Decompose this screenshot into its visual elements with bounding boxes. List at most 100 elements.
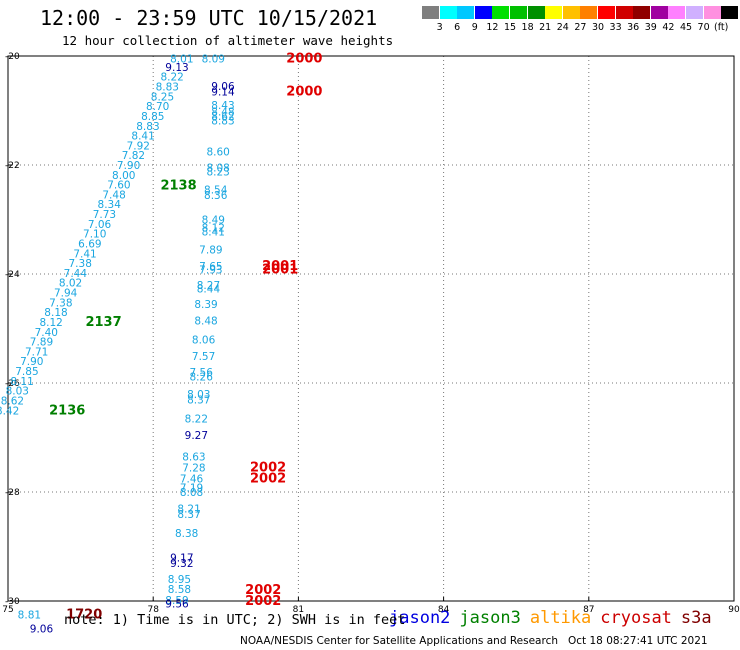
data-point-label: 8.09 [202, 54, 225, 66]
satellite-legend: jason2 jason3 altika cryosat s3a [389, 608, 721, 628]
data-point-label: 8.95 [168, 574, 191, 586]
data-point-label: 8.34 [98, 199, 122, 211]
data-point-label: 8.37 [177, 509, 200, 521]
chart-subtitle: 12 hour collection of altimeter wave hei… [62, 33, 394, 48]
colorbar-label: 39 [644, 22, 657, 33]
colorbar-label: 24 [556, 22, 569, 33]
data-point-label: 8.58 [168, 584, 191, 596]
colorbar-swatch [439, 6, 457, 19]
data-point-label: 8.44 [197, 284, 221, 296]
data-point-label: 8.22 [185, 413, 208, 425]
y-tick-label: -30 [5, 597, 20, 607]
data-point-label: 8.83 [156, 82, 179, 94]
legend-entry: jason3 [459, 608, 521, 628]
colorbar-label: 15 [503, 22, 517, 33]
colorbar-label: 27 [574, 22, 587, 33]
colorbar-label: 33 [609, 22, 622, 33]
data-point-label: 8.37 [187, 394, 210, 406]
data-point-label: 8.03 [187, 389, 210, 401]
colorbar-swatch [510, 6, 527, 19]
colorbar-swatch [492, 6, 510, 19]
legend-entry: cryosat [600, 608, 672, 628]
data-point-label: 7.90 [20, 356, 43, 368]
colorbar-swatch [703, 6, 721, 19]
colorbar-swatch [633, 6, 651, 19]
data-point-label: 2001 [262, 263, 298, 278]
y-tick-label: -24 [5, 270, 20, 280]
data-point-label: 9.13 [165, 62, 188, 74]
data-point-label: 2002 [250, 460, 286, 475]
y-tick-label: -22 [5, 161, 20, 171]
plot-frame [7, 55, 735, 602]
colorbar-swatch [422, 6, 439, 19]
data-point-label: 8.83 [136, 121, 159, 133]
data-point-label: 8.26 [190, 371, 214, 383]
data-point-label: 7.56 [190, 367, 214, 379]
data-point-label: 7.85 [15, 366, 38, 378]
data-point-label: 7.89 [30, 337, 53, 349]
data-point-label: 8.48 [194, 315, 217, 327]
data-point-label: 7.38 [49, 297, 72, 309]
data-point-label: 7.57 [192, 351, 215, 363]
data-point-label: 8.43 [211, 100, 234, 112]
data-point-label: 7.38 [69, 258, 92, 270]
data-point-label: 7.82 [122, 150, 145, 162]
y-tick-label: -20 [5, 52, 20, 62]
y-tick-label: -28 [5, 488, 20, 498]
data-point-label: 7.19 [180, 483, 203, 495]
credit-text: NOAA/NESDIS Center for Satellite Applica… [240, 635, 708, 647]
colorbar-label: (ft) [714, 22, 729, 33]
data-point-label: 2002 [245, 594, 281, 609]
data-point-label: 6.69 [78, 238, 101, 250]
x-tick-label: 90 [728, 605, 740, 615]
data-point-label: 9.14 [211, 86, 235, 98]
data-point-label: 7.92 [127, 140, 150, 152]
note-text: note: 1) Time is in UTC; 2) SWH is in fe… [64, 612, 406, 628]
x-tick-label: 75 [2, 605, 13, 615]
data-point-label: 8.63 [182, 452, 205, 464]
colorbar-label: 18 [521, 22, 534, 33]
data-point-label: 7.44 [64, 268, 88, 280]
data-point-label: 8.12 [202, 223, 225, 235]
data-point-label: 7.65 [199, 261, 222, 273]
data-point-label: 8.85 [141, 111, 164, 123]
data-point-label: 9.27 [185, 430, 208, 442]
data-point-label: 2002 [250, 471, 286, 486]
colorbar-swatch [527, 6, 545, 19]
data-point-label: 8.39 [194, 299, 217, 311]
data-point-label: 8.41 [131, 131, 154, 143]
data-point-label: 8.59 [165, 595, 188, 607]
colorbar-label: 70 [697, 22, 710, 33]
colorbar-swatch [668, 6, 686, 19]
colorbar-swatch [474, 6, 492, 19]
data-point-label: 7.60 [107, 180, 130, 192]
data-point-label: 8.62 [211, 111, 234, 123]
data-point-label: 7.73 [93, 209, 116, 221]
data-point-label: 8.11 [10, 376, 33, 388]
data-point-label: 8.02 [59, 278, 82, 290]
data-point-label: 8.62 [1, 395, 24, 407]
data-point-label: 2000 [286, 84, 322, 99]
data-point-label: 8.60 [206, 146, 229, 158]
legend-entry: s3a [680, 608, 712, 628]
data-point-label: 7.94 [54, 288, 78, 300]
data-point-label: 7.71 [25, 346, 48, 358]
data-point-label: 2001 [262, 259, 298, 274]
data-point-label: 8.00 [112, 170, 135, 182]
data-point-label: 8.54 [204, 185, 228, 197]
y-tick-label: -26 [5, 379, 20, 389]
colorbar-label: 30 [591, 22, 605, 33]
legend-entry: altika [529, 608, 592, 628]
data-point-label: 7.10 [83, 229, 106, 241]
data-point-label: 2002 [245, 583, 281, 598]
data-point-label: 8.12 [39, 317, 62, 329]
colorbar-label: 42 [662, 22, 675, 33]
data-point-label: 7.46 [180, 473, 204, 485]
data-point-label: 8.08 [206, 163, 229, 175]
data-point-label: 8.23 [206, 167, 229, 179]
colorbar-label: 9 [471, 22, 478, 33]
data-point-label: 7.93 [199, 265, 222, 277]
x-tick-label: 78 [147, 605, 159, 615]
data-point-label: 8.01 [170, 54, 193, 66]
colorbar-swatch [721, 6, 739, 19]
